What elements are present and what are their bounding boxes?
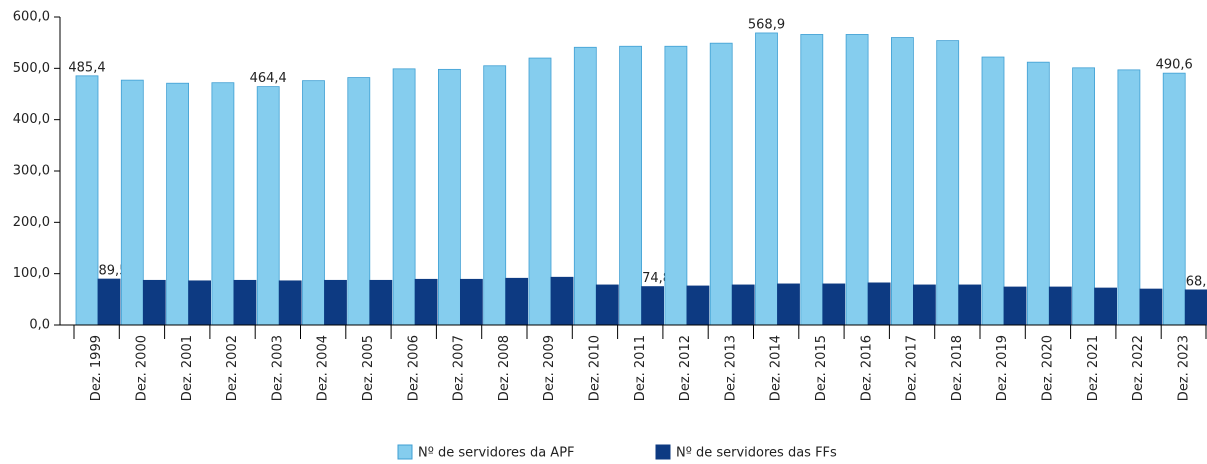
bar xyxy=(913,284,936,326)
x-tick-label: Dez. 2006 xyxy=(406,335,421,401)
bar xyxy=(1184,289,1207,326)
bar xyxy=(1094,287,1117,326)
x-tick-label: Dez. 2020 xyxy=(1040,335,1055,401)
bar xyxy=(709,42,733,326)
x-tick-label: Dez. 2013 xyxy=(723,335,738,401)
bar xyxy=(1026,61,1050,326)
bar xyxy=(483,65,507,326)
bar xyxy=(233,279,257,326)
bar xyxy=(981,56,1005,326)
bar xyxy=(845,34,869,326)
bar xyxy=(97,278,121,326)
legend-swatch xyxy=(655,444,671,460)
x-tick-label: Dez. 2010 xyxy=(587,335,602,401)
bar xyxy=(302,80,325,326)
x-tick-label: Dez. 2005 xyxy=(361,335,376,401)
bar xyxy=(619,45,642,326)
x-tick-label: Dez. 2023 xyxy=(1176,335,1191,401)
bar xyxy=(188,280,212,326)
bar xyxy=(686,285,710,326)
value-label: 490,6 xyxy=(1156,58,1193,73)
x-tick-label: Dez. 2015 xyxy=(814,335,829,401)
bar xyxy=(1003,286,1027,326)
bar xyxy=(573,46,597,326)
bar xyxy=(528,57,552,326)
bar xyxy=(822,283,846,326)
bar xyxy=(958,284,982,326)
value-label: 74,8 xyxy=(642,271,671,286)
bar xyxy=(1139,288,1163,326)
bar xyxy=(1048,286,1072,326)
bar xyxy=(936,40,960,326)
x-tick-label: Dez. 2000 xyxy=(134,335,149,401)
x-tick-label: Dez. 2022 xyxy=(1131,335,1146,401)
bar xyxy=(392,68,416,326)
x-tick-label: Dez. 2001 xyxy=(180,335,195,401)
bar xyxy=(142,279,166,326)
legend-label: Nº de servidores da APF xyxy=(418,446,575,461)
bar xyxy=(755,32,778,326)
bar xyxy=(459,278,483,326)
value-label: 68,4 xyxy=(1186,274,1207,289)
x-tick-label: Dez. 1999 xyxy=(89,335,104,401)
y-tick-label: 400,0 xyxy=(13,112,50,127)
bar xyxy=(211,82,235,326)
bar xyxy=(800,34,824,326)
value-label: 568,9 xyxy=(748,17,785,32)
x-tick-label: Dez. 2004 xyxy=(316,335,331,401)
x-tick-label: Dez. 2021 xyxy=(1086,335,1101,401)
bar xyxy=(550,276,574,326)
x-tick-label: Dez. 2012 xyxy=(678,335,693,401)
bar xyxy=(731,284,755,326)
bar xyxy=(437,68,461,326)
bar xyxy=(256,86,280,326)
value-label: 89,5 xyxy=(99,264,128,279)
bar xyxy=(867,282,891,326)
bar xyxy=(505,277,529,326)
x-tick-label: Dez. 2014 xyxy=(769,335,784,401)
bar xyxy=(75,75,99,326)
legend-swatch xyxy=(397,444,413,460)
x-tick-label: Dez. 2002 xyxy=(225,335,240,401)
bar xyxy=(278,280,302,326)
bar xyxy=(595,284,619,326)
x-tick-label: Dez. 2018 xyxy=(950,335,965,401)
bar xyxy=(324,279,347,326)
y-tick-label: 200,0 xyxy=(13,215,50,230)
bar xyxy=(891,37,914,326)
x-tick-label: Dez. 2008 xyxy=(497,335,512,401)
y-tick-label: 0,0 xyxy=(29,318,50,333)
x-tick-label: Dez. 2017 xyxy=(905,335,920,401)
y-tick-label: 100,0 xyxy=(13,266,50,281)
x-tick-label: Dez. 2019 xyxy=(995,335,1010,401)
y-tick-label: 600,0 xyxy=(13,10,50,25)
x-tick-label: Dez. 2003 xyxy=(270,335,285,401)
legend-label: Nº de servidores das FFs xyxy=(676,446,837,461)
x-tick-label: Dez. 2016 xyxy=(859,335,874,401)
y-tick-label: 300,0 xyxy=(13,164,50,179)
bar xyxy=(414,278,438,326)
value-label: 464,4 xyxy=(250,71,287,86)
x-tick-label: Dez. 2007 xyxy=(452,335,467,401)
bar xyxy=(347,77,371,326)
bar xyxy=(120,79,144,326)
value-label: 485,4 xyxy=(68,60,105,75)
bar xyxy=(664,45,688,326)
bar xyxy=(641,286,664,326)
y-tick-label: 500,0 xyxy=(13,61,50,76)
bar xyxy=(369,279,393,326)
bar xyxy=(1072,67,1095,326)
x-tick-label: Dez. 2011 xyxy=(633,335,648,401)
bar xyxy=(166,82,190,326)
x-tick-label: Dez. 2009 xyxy=(542,335,557,401)
bar xyxy=(777,283,800,326)
bar xyxy=(1117,69,1141,326)
bar xyxy=(1162,72,1186,326)
